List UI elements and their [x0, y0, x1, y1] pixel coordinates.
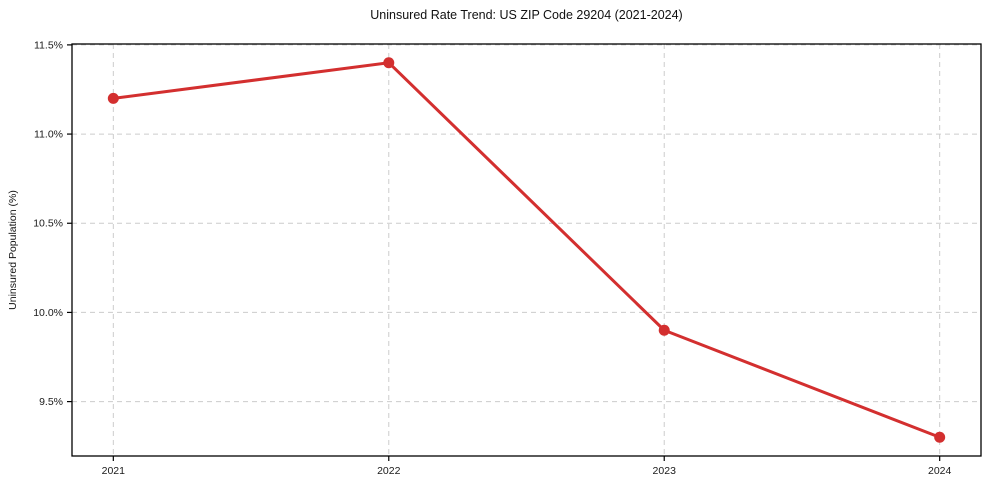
y-tick-label: 10.0%	[33, 307, 63, 319]
x-tick-label: 2023	[653, 465, 677, 477]
data-point-2023	[658, 324, 670, 336]
data-point-2022	[383, 57, 395, 69]
trend-line	[111, 61, 942, 439]
x-tick-label: 2021	[102, 465, 126, 477]
y-tick-label: 11.5%	[34, 39, 63, 51]
axes-frame	[71, 43, 982, 457]
y-tick-label: 9.5%	[39, 396, 63, 408]
chart-title: Uninsured Rate Trend: US ZIP Code 29204 …	[370, 8, 683, 22]
data-point-2024	[934, 431, 946, 443]
data-point-2021	[107, 92, 119, 104]
x-tick-label: 2022	[377, 465, 401, 477]
x-tick-label: 2024	[928, 465, 952, 477]
y-tick-label: 11.0%	[34, 129, 63, 141]
y-tick-label: 10.5%	[33, 218, 63, 230]
